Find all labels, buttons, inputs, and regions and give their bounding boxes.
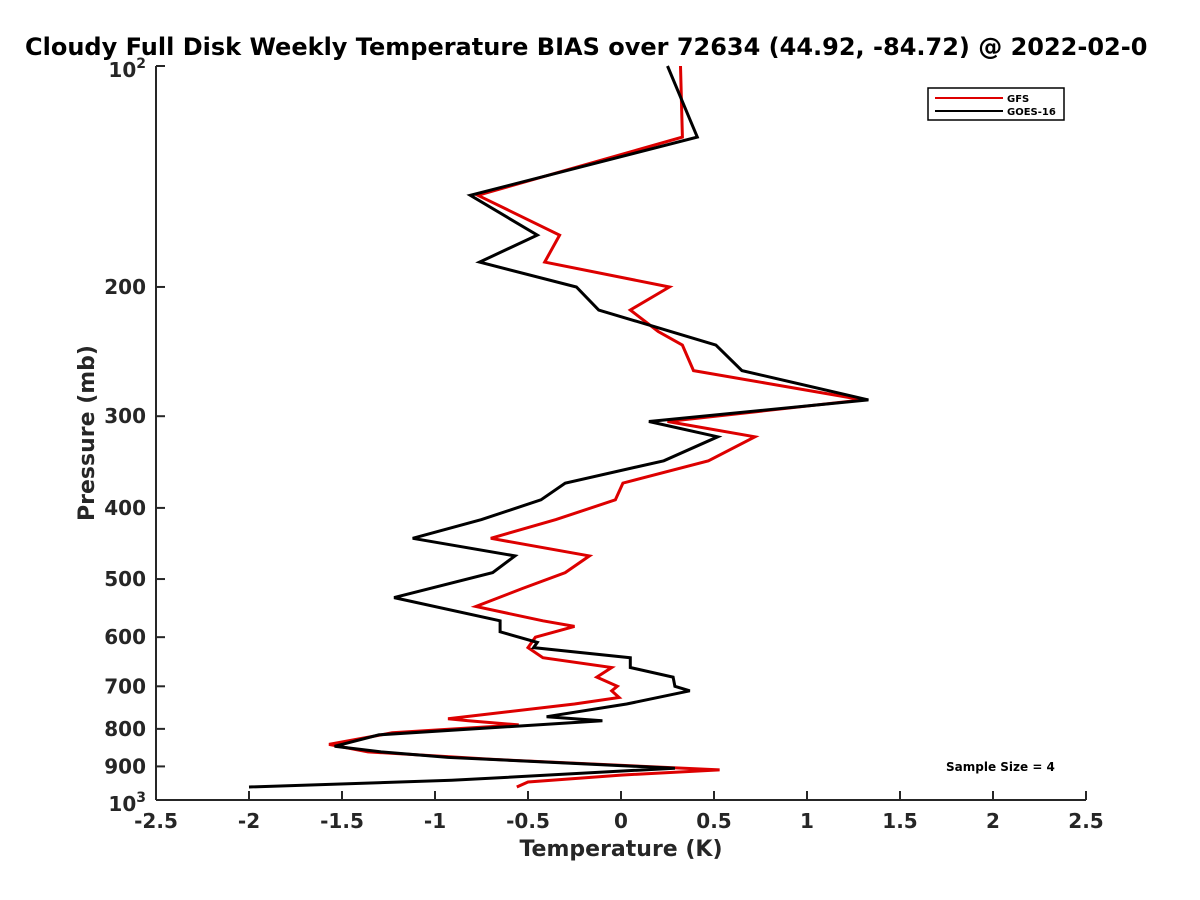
y-tick-label: 300 (104, 404, 146, 428)
y-tick-label: 103 (108, 790, 146, 816)
y-tick-label: 800 (104, 717, 146, 741)
y-tick-label: 102 (108, 56, 146, 82)
legend-box (927, 87, 1065, 121)
y-tick-label: 200 (104, 275, 146, 299)
y-tick-exponent: 3 (136, 790, 146, 806)
x-tick-label: -2 (238, 809, 260, 833)
legend: GFS GOES-16 (927, 87, 1065, 121)
legend-label-goes16: GOES-16 (1007, 107, 1056, 118)
x-axis-label: Temperature (K) (519, 837, 722, 862)
x-tick-label: -2.5 (134, 809, 178, 833)
y-tick-label: 400 (104, 496, 146, 520)
x-tick-label: 2 (986, 809, 1000, 833)
x-tick-label: 0 (614, 809, 628, 833)
y-tick-label: 500 (104, 567, 146, 591)
x-ticks: -2.5 -2 -1.5 -1 -0.5 0 0.5 1 1.5 2 2.5 (134, 791, 1104, 833)
x-tick-label: 0.5 (696, 809, 731, 833)
x-tick-label: 1.5 (882, 809, 917, 833)
y-tick-label: 900 (104, 754, 146, 778)
y-tick-base: 10 (108, 58, 136, 82)
legend-label-gfs: GFS (1007, 94, 1029, 105)
chart-title: Cloudy Full Disk Weekly Temperature BIAS… (25, 33, 1147, 61)
y-tick-label: 600 (104, 625, 146, 649)
series-line-goes16 (248, 65, 869, 789)
series-lines (248, 65, 869, 789)
y-axis-label: Pressure (mb) (75, 345, 100, 521)
x-tick-label: 1 (800, 809, 814, 833)
y-tick-exponent: 2 (136, 56, 146, 72)
x-tick-label: 2.5 (1068, 809, 1103, 833)
y-tick-label: 700 (104, 674, 146, 698)
x-tick-label: -1 (424, 809, 446, 833)
x-tick-label: -1.5 (320, 809, 364, 833)
x-tick-label: -0.5 (506, 809, 550, 833)
y-tick-base: 10 (108, 792, 136, 816)
sample-size-annotation: Sample Size = 4 (946, 760, 1055, 774)
